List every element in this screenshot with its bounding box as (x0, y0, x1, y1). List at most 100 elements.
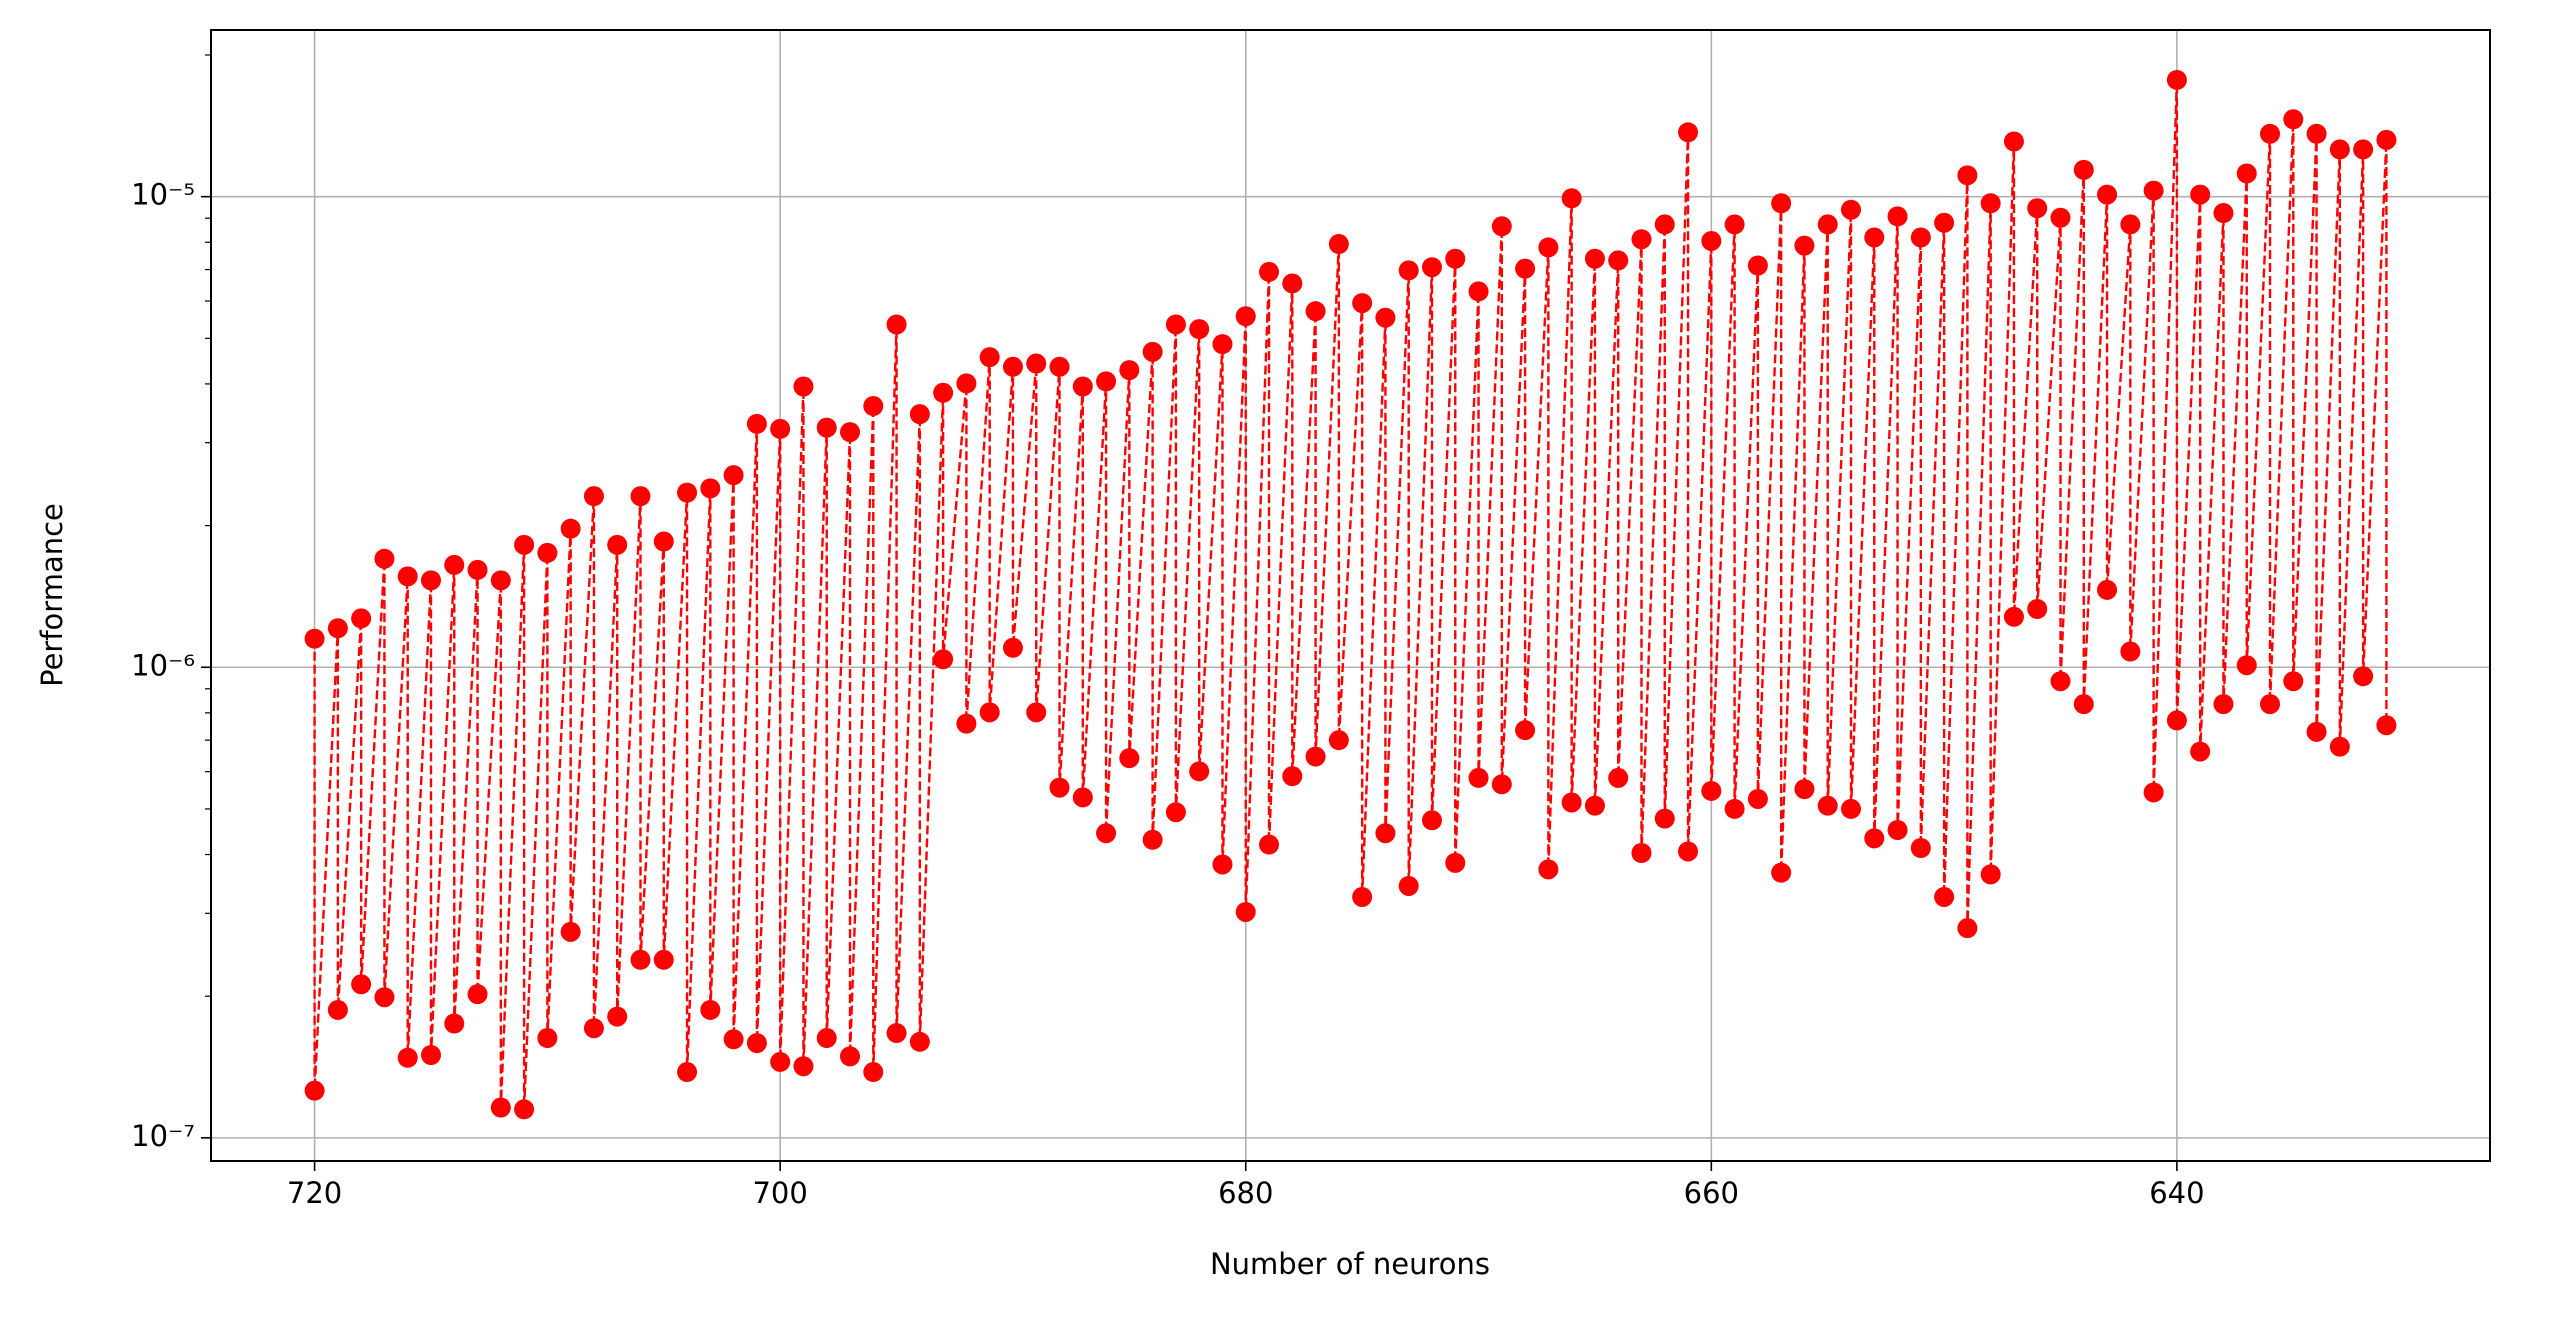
data-point (1375, 307, 1396, 328)
x-tick-label: 680 (1218, 1176, 1273, 1210)
data-point (1608, 767, 1629, 788)
data-point (1840, 798, 1861, 819)
data-point (2050, 671, 2071, 692)
data-point (1305, 746, 1326, 767)
data-point (933, 382, 954, 403)
data-point (1631, 843, 1652, 864)
data-point (909, 404, 930, 425)
data-point (560, 518, 581, 539)
data-point (1259, 834, 1280, 855)
data-point (1212, 334, 1233, 355)
data-point (2073, 694, 2094, 715)
data-point (2213, 694, 2234, 715)
plot-area (304, 69, 2397, 1120)
data-point (2260, 694, 2281, 715)
data-point (886, 314, 907, 335)
data-point (840, 1046, 861, 1067)
data-point (1515, 720, 1536, 741)
data-point (653, 531, 674, 552)
data-point (2050, 207, 2071, 228)
data-point (770, 418, 791, 439)
data-point (886, 1023, 907, 1044)
data-point (537, 542, 558, 563)
data-point (1747, 788, 1768, 809)
data-point (1980, 193, 2001, 214)
data-point (1934, 886, 1955, 907)
data-point (327, 999, 348, 1020)
data-point (607, 534, 628, 555)
data-point (1049, 356, 1070, 377)
data-point (1421, 257, 1442, 278)
data-point (1817, 214, 1838, 235)
data-point (1165, 802, 1186, 823)
data-point (1794, 235, 1815, 256)
data-point (2003, 131, 2024, 152)
data-point (2236, 655, 2257, 676)
data-point (863, 396, 884, 417)
data-point (1305, 301, 1326, 322)
data-point (1328, 234, 1349, 255)
y-tick-label: 10⁻⁶ (131, 648, 195, 682)
data-point (1608, 250, 1629, 271)
data-point (677, 482, 698, 503)
data-point (2027, 598, 2048, 619)
ticks: 720 700 680 660 640 10⁻⁷ 10⁻⁶ 10⁻⁵ (131, 54, 2205, 1210)
data-point (1771, 862, 1792, 883)
data-point (2143, 180, 2164, 201)
data-point (1724, 214, 1745, 235)
data-point (514, 534, 535, 555)
data-point (1468, 281, 1489, 302)
data-point (1980, 864, 2001, 885)
x-tick-label: 660 (1684, 1176, 1739, 1210)
y-tick-label: 10⁻⁵ (131, 178, 195, 212)
axes-frame (210, 29, 2491, 1162)
data-point (979, 347, 1000, 368)
data-point (653, 949, 674, 970)
data-point (723, 1029, 744, 1050)
y-tick-label: 10⁻⁷ (131, 1119, 195, 1153)
data-point (2306, 123, 2327, 144)
data-point (933, 649, 954, 670)
data-point (700, 999, 721, 1020)
data-point (444, 1013, 465, 1034)
data-point (1864, 227, 1885, 248)
data-point (1142, 341, 1163, 362)
data-point (1235, 306, 1256, 327)
data-point (1328, 730, 1349, 751)
data-point (1072, 376, 1093, 397)
data-point (1398, 875, 1419, 896)
data-point (2003, 606, 2024, 627)
data-point (1864, 828, 1885, 849)
data-point (397, 566, 418, 587)
data-point (1212, 854, 1233, 875)
data-point (1887, 820, 1908, 841)
data-point (1445, 852, 1466, 873)
data-point (1491, 774, 1512, 795)
data-point (2306, 721, 2327, 742)
data-point (1910, 837, 1931, 858)
data-point (2120, 214, 2141, 235)
data-point (863, 1062, 884, 1083)
data-point (1189, 319, 1210, 340)
data-point (1678, 122, 1699, 143)
data-point (374, 987, 395, 1008)
data-point (351, 974, 372, 995)
data-point (2236, 163, 2257, 184)
data-point (723, 465, 744, 486)
data-point (1235, 901, 1256, 922)
data-point (1701, 230, 1722, 251)
data-point (1934, 212, 1955, 233)
data-point (1026, 353, 1047, 374)
data-point (467, 559, 488, 580)
data-point (2190, 184, 2211, 205)
data-point (1887, 206, 1908, 227)
data-point (2097, 184, 2118, 205)
data-point (1398, 260, 1419, 281)
data-point (630, 486, 651, 507)
data-point (304, 628, 325, 649)
data-point (2376, 129, 2397, 150)
data-point (1468, 767, 1489, 788)
data-point (304, 1080, 325, 1101)
data-point (2097, 579, 2118, 600)
data-point (1561, 188, 1582, 209)
